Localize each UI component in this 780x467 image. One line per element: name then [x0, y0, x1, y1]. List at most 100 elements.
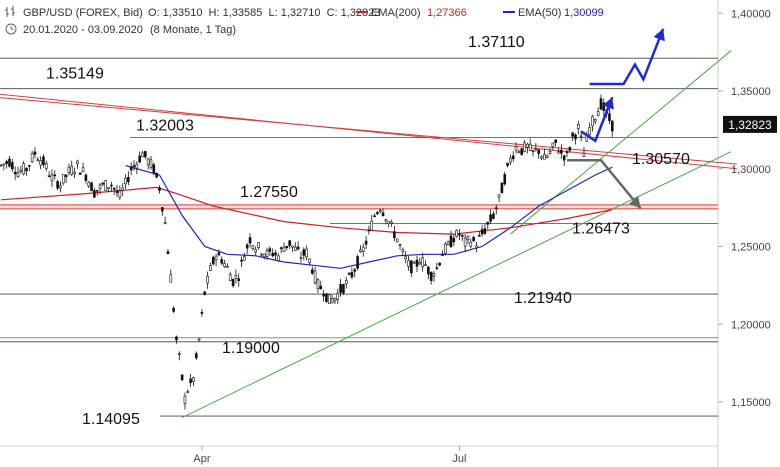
- candle-body: [76, 160, 79, 164]
- candle-body: [53, 174, 57, 177]
- resistance-trendline: [0, 93, 737, 170]
- candle-body: [234, 275, 238, 279]
- candle-body: [545, 155, 549, 158]
- x-tick-label: Apr: [193, 453, 210, 465]
- candle-body: [568, 147, 572, 151]
- candle-body: [551, 142, 555, 148]
- candle-body: [534, 148, 538, 151]
- candle-body: [192, 377, 195, 382]
- price-axis: 1,40000 1,35000 1,30000 1,25000 1,20000 1,150…: [718, 8, 771, 409]
- period-label: (8 Monate, 1 Tag): [150, 24, 236, 36]
- candle-body: [257, 242, 260, 249]
- candle-body: [194, 353, 198, 359]
- ema200-legend-value: 1,27366: [427, 7, 467, 19]
- candle-body: [608, 113, 611, 121]
- candle-body: [169, 274, 173, 283]
- candle-body: [452, 237, 456, 243]
- candle-body: [93, 190, 96, 198]
- candle-body: [492, 213, 495, 219]
- candle-body: [73, 171, 76, 174]
- candle-body: [489, 214, 492, 222]
- date-range-label: 20.01.2020 - 03.09.2020: [23, 24, 143, 36]
- candle-body: [602, 102, 606, 111]
- level-label: 1.32003: [136, 118, 194, 135]
- candle-body: [347, 273, 351, 275]
- candle-body: [407, 260, 410, 267]
- candle-body: [115, 190, 119, 193]
- level-label: 1.35149: [46, 66, 104, 83]
- candle-body: [390, 221, 393, 224]
- candle-body: [19, 169, 23, 173]
- candle-body: [339, 284, 342, 293]
- candle-body: [463, 237, 467, 247]
- candle-body: [90, 182, 93, 192]
- candle-body: [132, 165, 136, 167]
- candle-body: [330, 298, 334, 304]
- candle-body: [353, 269, 357, 272]
- candle-body: [81, 167, 85, 172]
- support-trendline: [510, 50, 732, 235]
- candle-body: [344, 280, 348, 285]
- candle-body: [446, 241, 450, 245]
- candle-body: [342, 284, 345, 294]
- candle-body: [101, 182, 105, 185]
- candle-body: [350, 272, 354, 278]
- candle-body: [149, 159, 153, 168]
- candle-body: [571, 132, 574, 137]
- candle-body: [591, 116, 594, 127]
- candle-body: [268, 248, 272, 252]
- candle-body: [310, 269, 314, 274]
- candle-body: [186, 391, 190, 393]
- last-price-tag: 1,32823: [723, 115, 777, 133]
- candle-body: [16, 172, 20, 177]
- level-label: 1.14095: [82, 411, 140, 428]
- symbol-label: GBP/USD (FOREX, Bid): [23, 7, 143, 19]
- resistance-trendline: [0, 97, 737, 165]
- level-label: 1.37110: [468, 34, 525, 51]
- candle-body: [61, 174, 65, 184]
- candle-body: [325, 293, 328, 302]
- candle-body: [415, 259, 419, 267]
- candle-body: [39, 160, 42, 166]
- candle-body: [84, 174, 88, 181]
- candle-body: [387, 221, 391, 225]
- candle-body: [47, 175, 51, 178]
- candle-body: [13, 171, 17, 175]
- candle-body: [59, 185, 62, 189]
- candle-body: [455, 230, 458, 237]
- candle-body: [364, 240, 368, 245]
- candle-body: [441, 253, 444, 256]
- candle-body: [577, 124, 580, 129]
- candle-body: [302, 249, 306, 256]
- candle-body: [129, 166, 133, 171]
- ema50-legend-value: 1,30099: [564, 7, 604, 19]
- projection-up-arrowhead: [653, 28, 665, 42]
- candle-body: [146, 158, 150, 166]
- candle-body: [506, 162, 509, 166]
- candle-body: [237, 278, 241, 281]
- projection-down-path: [567, 158, 642, 210]
- candle-body: [500, 182, 504, 194]
- candle-body: [596, 111, 600, 117]
- ema200-legend-label: EMA(200): [371, 7, 421, 19]
- candle-body: [520, 148, 524, 155]
- y-tick-label: 1,40000: [731, 8, 771, 20]
- candle-body: [398, 244, 402, 246]
- candle-body: [319, 285, 323, 290]
- candle-body: [200, 312, 204, 314]
- candle-body: [228, 274, 232, 282]
- candle-body: [582, 152, 586, 157]
- candle-body: [593, 119, 597, 122]
- candle-body: [163, 222, 167, 225]
- candle-body: [367, 229, 371, 232]
- projection-up-path: [580, 96, 614, 143]
- candle-body: [313, 270, 317, 284]
- projection-down-arrowhead: [629, 196, 641, 209]
- candle-body: [429, 272, 433, 281]
- level-label: 1.19000: [222, 340, 280, 357]
- candle-body: [494, 207, 498, 210]
- candle-body: [144, 151, 147, 158]
- last-price-value: 1,32823: [728, 118, 772, 132]
- candle-body: [223, 263, 226, 268]
- candle-body: [189, 378, 192, 383]
